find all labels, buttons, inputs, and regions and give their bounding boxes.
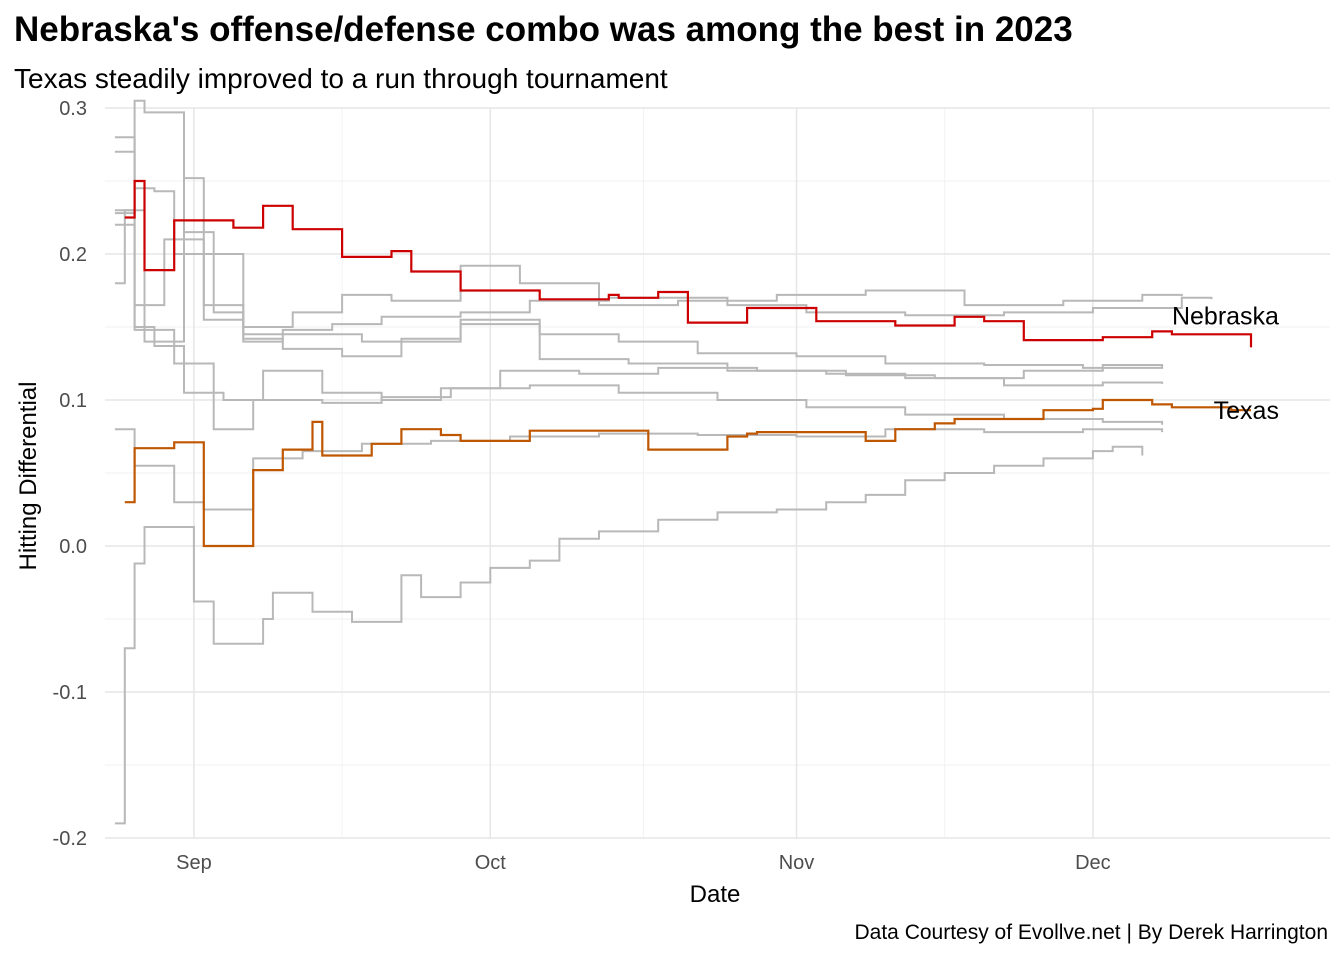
y-tick-label: 0.2 [59, 244, 87, 266]
chart-caption: Data Courtesy of Evollve.net | By Derek … [854, 921, 1329, 944]
y-tick-label: 0.3 [59, 98, 87, 120]
x-tick-label: Oct [475, 852, 507, 874]
y-tick-label: -0.1 [53, 682, 87, 704]
tick-labels: -0.2 -0.1 0.0 0.1 0.2 0.3 Sep Oct Nov Dec [53, 98, 1111, 874]
x-tick-label: Nov [779, 852, 815, 874]
series-label-texas: Texas [1214, 397, 1279, 425]
series-line-texas [124, 398, 1251, 548]
y-tick-label: 0.0 [59, 536, 87, 558]
x-axis-title: Date [690, 881, 741, 908]
series-label-nebraska: Nebraska [1172, 302, 1279, 330]
chart-title: Nebraska's offense/defense combo was amo… [14, 10, 1073, 49]
background-series [114, 99, 1213, 825]
series-line-background [114, 445, 1144, 825]
highlight-series [124, 179, 1253, 548]
series-line-background [114, 223, 1164, 431]
y-tick-label: -0.2 [53, 828, 87, 850]
x-tick-label: Sep [176, 852, 212, 874]
gridlines [105, 107, 1330, 839]
series-line-background [114, 187, 1183, 328]
x-tick-label: Dec [1075, 852, 1111, 874]
y-tick-label: 0.1 [59, 390, 87, 412]
series-line-background [114, 136, 1164, 387]
series-labels: Nebraska Texas [1172, 302, 1279, 425]
y-axis-title: Hitting Differential [15, 382, 42, 571]
series-line-nebraska [124, 179, 1253, 348]
chart-subtitle: Texas steadily improved to a run through… [14, 63, 668, 94]
